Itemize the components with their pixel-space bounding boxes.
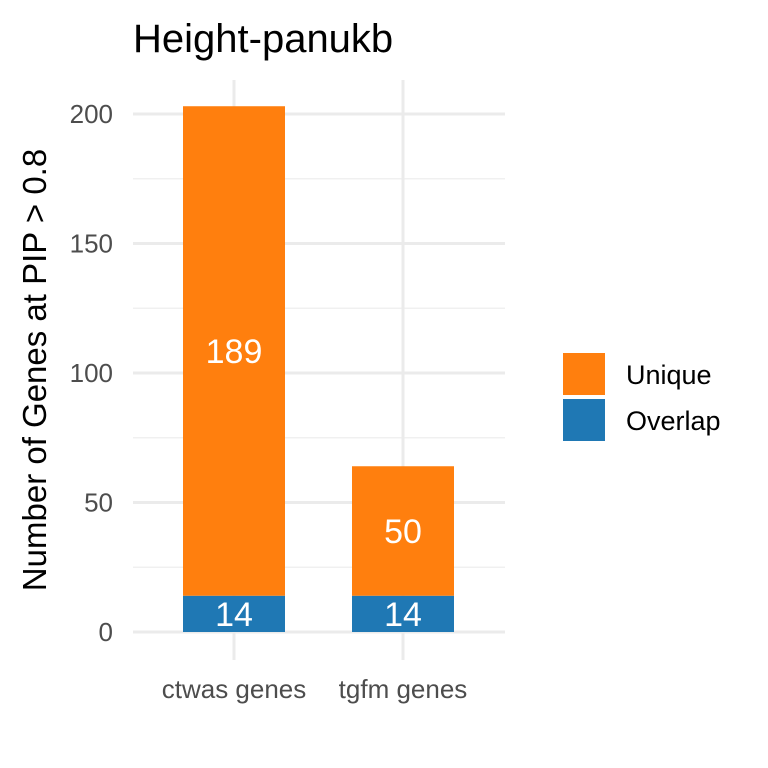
legend-label-unique: Unique [626,360,712,390]
y-tick-label: 200 [70,99,113,129]
legend: Unique Overlap [563,353,721,441]
bar-value-label: 14 [384,596,422,634]
x-tick-label: ctwas genes [162,674,307,704]
bar-overlap-1 [352,595,454,632]
y-tick-label: 100 [70,358,113,388]
y-tick-label: 0 [99,617,113,647]
bar-value-label: 189 [206,333,263,371]
x-tick-label: tgfm genes [339,674,468,704]
y-tick-label: 50 [84,488,113,518]
bar-unique-1 [352,466,454,596]
y-axis-label: Number of Genes at PIP > 0.8 [16,149,53,591]
y-ticks: 0 50 100 150 200 [70,99,113,647]
legend-label-overlap: Overlap [626,406,721,436]
bars: 14 189 14 50 [183,106,454,634]
y-tick-label: 150 [70,229,113,259]
x-ticks: ctwas genes tgfm genes [162,674,468,704]
legend-key-overlap [563,399,605,441]
chart-title: Height-panukb [133,17,393,61]
bar-unique-0 [183,106,285,596]
legend-key-unique [563,353,605,395]
bar-value-label: 50 [384,513,422,551]
bar-overlap-0 [183,595,285,632]
bar-value-label: 14 [215,596,253,634]
